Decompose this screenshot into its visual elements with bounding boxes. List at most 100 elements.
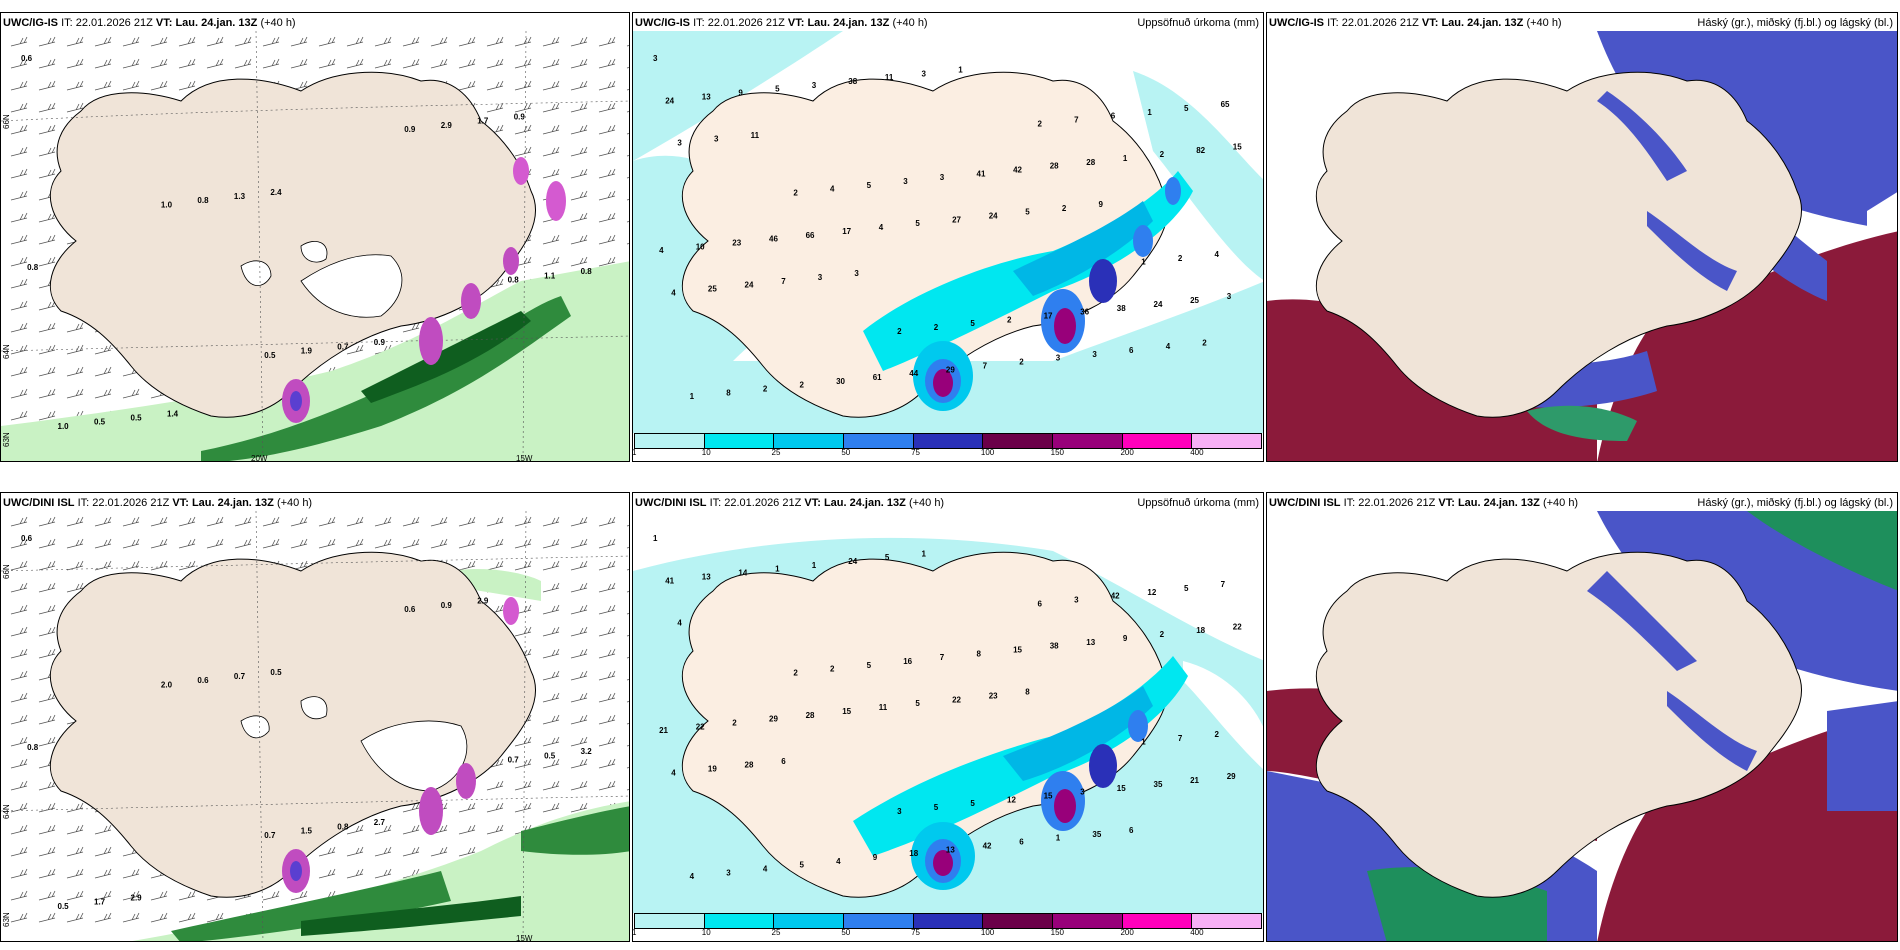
wind-barb (430, 516, 448, 527)
wind-barb (402, 802, 420, 813)
wind-barb (66, 560, 84, 571)
precip-value: 9 (873, 853, 878, 862)
colorbar-label: 25 (771, 928, 781, 937)
colorbar-swatch (774, 434, 845, 448)
wind-barb (598, 80, 616, 91)
precip-value: 2 (1178, 254, 1183, 263)
wind-barb (262, 58, 280, 69)
precip-value: 7 (1221, 580, 1226, 589)
precip-value: 12 (1147, 588, 1156, 597)
wind-barb (598, 560, 616, 571)
wind-barb (290, 516, 308, 527)
wind-barb (10, 736, 28, 747)
wind-barb (66, 102, 84, 113)
wind-barb (290, 36, 308, 47)
wind-barb (10, 256, 28, 267)
wind-barb (150, 58, 168, 69)
wind-barb (122, 516, 140, 527)
precip-value: 5 (970, 319, 975, 328)
precip-value: 5 (934, 803, 939, 812)
wind-barb (38, 256, 56, 267)
precip-value: 2.7 (374, 818, 386, 827)
precip-value: 2.9 (441, 121, 453, 130)
precip-value: 2 (1038, 119, 1043, 128)
colorbar: 1 10 25 50 75 100 150 200 400 (633, 433, 1263, 461)
wind-barb (10, 146, 28, 157)
precip-value: 18 (909, 849, 918, 858)
panel-header: UWC/IG-IS IT: 22.01.2026 21Z VT: Lau. 24… (635, 17, 928, 29)
wind-barb (598, 516, 616, 527)
precip-value: 24 (665, 96, 674, 105)
precip-value: 3 (677, 139, 682, 148)
precip-value: 66 (806, 231, 815, 240)
precip-value: 12 (1007, 795, 1016, 804)
precip-value: 23 (989, 692, 998, 701)
wind-barb (514, 146, 532, 157)
colorbar-swatch (1122, 914, 1193, 928)
precip-value: 0.5 (544, 751, 556, 760)
wind-barb (290, 58, 308, 69)
precip-value: 1 (812, 561, 817, 570)
wind-barb (178, 80, 196, 91)
precip-value: 24 (989, 212, 998, 221)
precip-value: 2 (1215, 730, 1220, 739)
wind-barb (66, 36, 84, 47)
wind-barb (10, 278, 28, 289)
wind-barb (486, 36, 504, 47)
precip-value: 7 (781, 277, 786, 286)
wind-barb (66, 58, 84, 69)
colorbar-label: 50 (841, 448, 851, 457)
wind-barb (10, 58, 28, 69)
wind-barb (598, 256, 616, 267)
precip-value: 13 (946, 845, 955, 854)
wind-barb (598, 212, 616, 223)
colorbar-swatches (634, 433, 1262, 449)
colorbar-swatch (1053, 434, 1123, 448)
colorbar-swatch (635, 914, 705, 928)
wind-barb (542, 234, 560, 245)
precip-value: 2 (793, 669, 798, 678)
precip-value: 0.9 (514, 113, 526, 122)
wind-barb (318, 868, 336, 879)
wind-barb (234, 36, 252, 47)
precip-value: 4 (879, 223, 884, 232)
precip-value: 6 (1129, 826, 1134, 835)
wind-barb (38, 124, 56, 135)
wind-barb (514, 538, 532, 549)
precip-value: 1.0 (161, 200, 173, 209)
wind-barb (542, 648, 560, 659)
wind-barb (66, 516, 84, 527)
precip-value: 0.5 (270, 668, 282, 677)
wind-barb (10, 890, 28, 901)
wind-barb (10, 846, 28, 857)
wind-barb (346, 58, 364, 69)
colorbar-label: 25 (771, 448, 781, 457)
precip-value: 8 (1025, 688, 1030, 697)
wind-barb (10, 410, 28, 421)
wind-barb (318, 36, 336, 47)
wind-barb (38, 146, 56, 157)
wind-barb (542, 736, 560, 747)
precip-value: 4 (1166, 342, 1171, 351)
wind-barb (402, 846, 420, 857)
svg-text:66N: 66N (2, 114, 11, 129)
panel-header: UWC/IG-IS IT: 22.01.2026 21Z VT: Lau. 24… (3, 17, 296, 29)
precip-value: 2 (830, 665, 835, 674)
wind-barb (598, 692, 616, 703)
wind-barb (10, 758, 28, 769)
wind-barb (542, 758, 560, 769)
colorbar-swatch (774, 914, 845, 928)
wind-barb (290, 890, 308, 901)
precip-value: 24 (848, 557, 857, 566)
precip-value: 5 (970, 799, 975, 808)
wind-barb (542, 714, 560, 725)
precip-value: 9 (1123, 634, 1128, 643)
wind-barb (514, 124, 532, 135)
precip-value: 4 (671, 288, 676, 297)
wind-barb (178, 36, 196, 47)
wind-barb (570, 582, 588, 593)
precip-value: 35 (1154, 780, 1163, 789)
wind-barb (10, 80, 28, 91)
precip-value: 3.2 (581, 747, 593, 756)
panel-bottom-right: UWC/DINI ISL IT: 22.01.2026 21Z VT: Lau.… (1266, 492, 1898, 942)
